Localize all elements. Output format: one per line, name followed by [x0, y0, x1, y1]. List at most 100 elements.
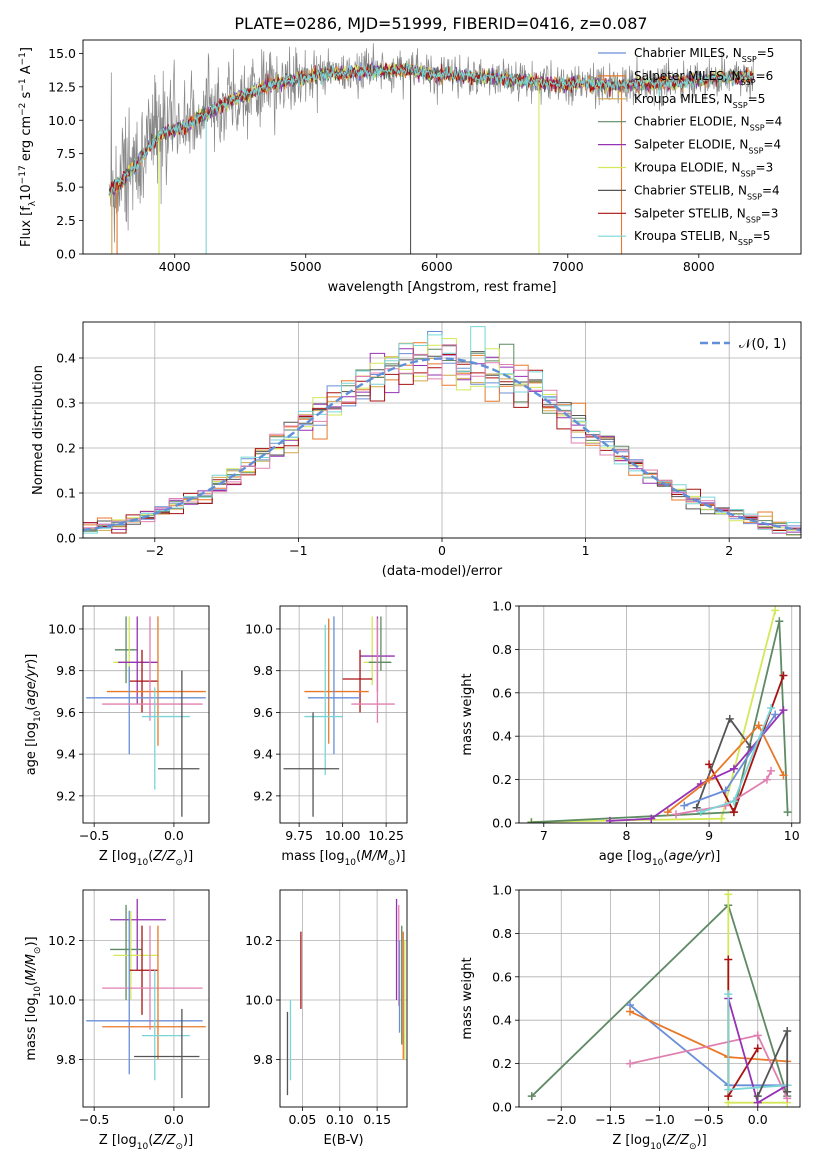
- legend-entry: Salpeter MILES, NSSP=6: [634, 69, 773, 87]
- y-tick-label: 0.8: [492, 926, 512, 941]
- residual-histogram-panel: −2 −1 0 1 2 0.0 0.1 0.2 0.3 0.4 (data-model)/error…: [31, 321, 802, 579]
- weight-point-marker: [779, 706, 788, 715]
- plot-area: [527, 890, 792, 1107]
- x-tick-label: 0.0: [748, 1112, 768, 1127]
- x-tick-label: 8000: [683, 259, 715, 274]
- axes: 7 8 9 10 0.0 0.2 0.4 0.6 0.8 1.0 age [log10(age/yr…: [460, 599, 801, 868]
- weight-point-marker: [729, 764, 738, 773]
- y-tick-label: 2.5: [56, 213, 76, 228]
- weight-point-marker: [753, 1044, 762, 1053]
- weight-point-marker: [767, 766, 776, 775]
- y-tick-label: 15.0: [48, 46, 76, 61]
- weight-point-marker: [717, 814, 726, 823]
- x-tick-label: −2: [146, 543, 164, 558]
- y-tick-label: 0.6: [492, 685, 512, 700]
- weight-point-marker: [605, 816, 614, 823]
- y-tick-label: 0.8: [492, 642, 512, 657]
- weight-point-marker: [724, 955, 733, 964]
- weight-series: [663, 721, 788, 817]
- y-tick-label: 10.0: [48, 992, 76, 1007]
- axes: −0.5 0.0 9.2 9.4 9.6 9.8 10.0 Z [log10(Z/Z⊙)] ag…: [24, 605, 210, 868]
- weight-point-marker: [762, 775, 771, 784]
- y-tick-label: 0.6: [492, 969, 512, 984]
- weight-point-marker: [724, 990, 733, 999]
- weight-point-marker: [721, 786, 730, 795]
- y-tick-label: 0.4: [492, 1013, 512, 1028]
- y-tick-label: 9.8: [253, 663, 273, 678]
- x-tick-label: −0.5: [693, 1112, 723, 1127]
- errorbar-point: [304, 618, 369, 744]
- y-tick-label: 0.2: [56, 441, 76, 456]
- residual-legend: 𝒩(0, 1): [700, 337, 786, 352]
- spectrum-panel: 4000 5000 6000 7000 8000 0.0 2.5 5.0 7.5 10.0 12.5…: [18, 39, 802, 295]
- y-tick-label: 0.3: [56, 396, 76, 411]
- plot-area: [108, 43, 755, 254]
- errorbar-point: [129, 925, 158, 1015]
- errorbar-point: [342, 649, 373, 713]
- y-tick-label: 10.0: [245, 621, 273, 636]
- axes-frame: [82, 321, 802, 539]
- x-tick-label: 0.05: [288, 1112, 316, 1127]
- errorbar-point: [102, 616, 203, 721]
- spectrum-legend: Chabrier MILES, NSSP=5 Salpeter MILES, NS…: [598, 46, 782, 247]
- errorbar-point: [114, 616, 138, 684]
- axes-frame: [518, 605, 801, 824]
- gridlines: [83, 890, 209, 1107]
- x-axis-label: age [log10(age/yr)]: [599, 849, 721, 868]
- y-tick-label: 9.4: [56, 747, 76, 762]
- x-tick-label: 9: [705, 828, 713, 843]
- weight-point-marker: [779, 771, 788, 780]
- y-tick-label: 9.8: [56, 663, 76, 678]
- axes-frame: [279, 889, 408, 1108]
- gaussian-reference-line: [83, 357, 801, 532]
- x-axis-label: Z [log10(Z/Z⊙)]: [99, 1133, 193, 1152]
- axes-frame: [82, 889, 210, 1108]
- figure-title: PLATE=0286, MJD=51999, FIBERID=0416, z=0…: [234, 14, 647, 33]
- y-tick-label: 5.0: [56, 180, 76, 195]
- x-axis-label: mass [log10(M/M⊙)]: [281, 849, 405, 868]
- weight-point-marker: [775, 617, 784, 626]
- y-tick-label: 0.4: [492, 729, 512, 744]
- x-tick-label: 6000: [421, 259, 453, 274]
- y-tick-label: 12.5: [48, 79, 76, 94]
- weight-series: [696, 703, 776, 817]
- x-axis-label: Z [log10(Z/Z⊙)]: [612, 1133, 706, 1152]
- errorbar-point: [86, 910, 203, 1075]
- errorbar-point: [106, 616, 206, 746]
- y-axis-label: mass weight: [460, 673, 475, 755]
- weight-point-marker: [783, 1087, 792, 1096]
- weight-point-marker: [527, 818, 536, 823]
- y-tick-label: 0.0: [56, 531, 76, 546]
- x-tick-label: 2: [725, 543, 733, 558]
- axes: 4000 5000 6000 7000 8000 0.0 2.5 5.0 7.5 10.0 12.5…: [18, 39, 802, 295]
- axes-frame: [82, 39, 802, 255]
- y-axis-label: age [log10(age/yr)]: [24, 654, 43, 776]
- legend-entry: Salpeter STELIB, NSSP=3: [634, 206, 778, 224]
- legend-entry: Kroupa MILES, NSSP=5: [634, 92, 765, 110]
- weight-point-marker: [754, 721, 763, 730]
- y-axis-label: Flux [fλ10−17 erg cm−2 s−1 A−1]: [18, 47, 38, 247]
- weight-point-marker: [725, 714, 734, 723]
- weight-point-marker: [753, 1092, 762, 1101]
- weight-point-marker: [705, 760, 714, 769]
- weight-point-marker: [626, 1059, 635, 1068]
- plot-area: [86, 616, 206, 817]
- x-tick-label: −1.5: [595, 1112, 625, 1127]
- y-tick-label: 10.0: [48, 621, 76, 636]
- axes: −2 −1 0 1 2 0.0 0.1 0.2 0.3 0.4 (data-model)/error…: [31, 321, 802, 579]
- legend-entry: Kroupa ELODIE, NSSP=3: [634, 161, 773, 179]
- x-tick-label: 10: [784, 828, 800, 843]
- y-tick-label: 9.6: [56, 705, 76, 720]
- legend-entry: Salpeter ELODIE, NSSP=4: [634, 138, 781, 156]
- axes-frame: [279, 605, 408, 824]
- y-tick-label: 0.2: [492, 772, 512, 787]
- x-tick-label: −2.0: [546, 1112, 576, 1127]
- x-tick-label: 4000: [159, 259, 191, 274]
- x-tick-label: 10.00: [325, 828, 361, 843]
- y-tick-label: 1.0: [492, 599, 512, 614]
- legend-entry: Chabrier MILES, NSSP=5: [634, 46, 774, 64]
- weight-series: [605, 706, 788, 823]
- errorbar-point: [283, 712, 340, 817]
- weight-point-marker: [724, 1085, 733, 1094]
